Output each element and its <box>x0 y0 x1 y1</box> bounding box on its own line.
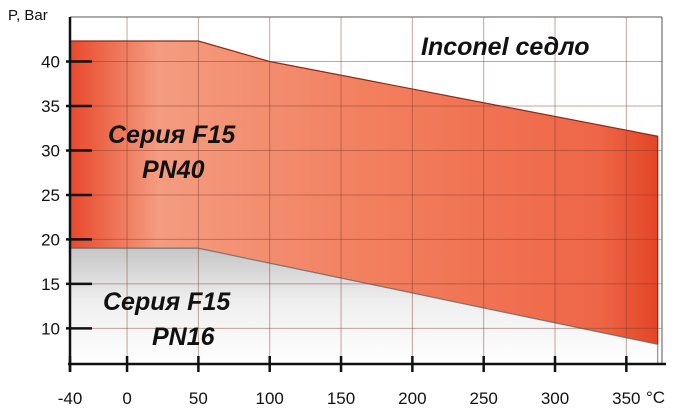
y-tick-label: 15 <box>41 275 60 294</box>
region-pn40-label-line1: Серия F15 <box>108 121 236 149</box>
x-tick-label: 0 <box>122 389 131 408</box>
x-axis-title: °C <box>646 388 665 407</box>
grid-overlay <box>70 16 663 364</box>
x-tick-label: -40 <box>58 389 83 408</box>
y-tick-label: 10 <box>41 319 60 338</box>
x-ticks: -40 0 50 100 150 200 250 300 350 <box>58 356 641 408</box>
x-tick-label: 350 <box>612 389 640 408</box>
y-tick-label: 20 <box>41 230 60 249</box>
y-tick-label: 30 <box>41 141 60 160</box>
x-tick-label: 150 <box>327 389 355 408</box>
x-tick-label: 100 <box>256 389 284 408</box>
x-tick-label: 200 <box>398 389 426 408</box>
region-pn16-label-line2: PN16 <box>152 323 216 351</box>
region-pn16-label-line1: Серия F15 <box>103 288 231 316</box>
y-tick-label: 35 <box>41 97 60 116</box>
x-tick-label: 300 <box>541 389 569 408</box>
x-tick-label: 50 <box>189 389 208 408</box>
y-tick-label: 40 <box>41 52 60 71</box>
y-ticks: 10 15 20 25 30 35 40 <box>41 52 92 338</box>
y-axis-title: P, Bar <box>8 7 48 24</box>
y-tick-label: 25 <box>41 186 60 205</box>
x-tick-label: 250 <box>469 389 497 408</box>
region-pn40-label-line2: PN40 <box>142 156 205 184</box>
chart-title: Inconel седло <box>421 33 590 61</box>
